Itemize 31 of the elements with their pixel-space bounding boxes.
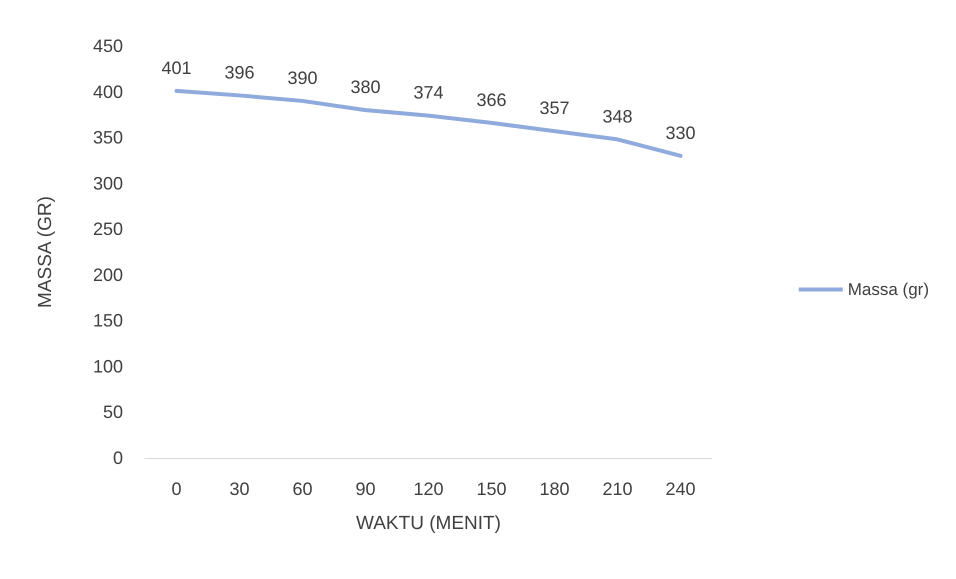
x-tick-label: 30: [229, 479, 250, 499]
data-label: 357: [539, 98, 570, 118]
x-tick-label: 150: [476, 479, 507, 499]
data-label: 330: [665, 122, 696, 143]
x-axis-title: WAKTU (MENIT): [356, 513, 501, 534]
x-tick-label: 90: [355, 479, 376, 499]
data-label: 380: [350, 77, 381, 98]
data-label: 348: [602, 106, 633, 126]
data-label: 390: [287, 68, 318, 88]
data-label: 401: [161, 58, 192, 78]
y-tick-label: 50: [102, 402, 123, 422]
x-tick-label: 120: [413, 479, 444, 499]
x-tick-label: 240: [665, 479, 696, 499]
y-tick-label: 100: [92, 356, 123, 376]
data-label: 374: [413, 82, 444, 103]
y-tick-label: 400: [92, 82, 123, 102]
data-label: 366: [476, 90, 507, 110]
y-tick-label: 350: [92, 128, 123, 148]
x-tick-label: 180: [539, 479, 570, 499]
x-tick-label: 210: [602, 479, 633, 499]
y-tick-label: 150: [92, 310, 123, 331]
y-tick-label: 0: [112, 448, 123, 468]
y-axis-title: MASSA (GR): [35, 196, 56, 308]
x-tick-label: 0: [171, 479, 182, 499]
y-tick-label: 250: [92, 219, 123, 240]
x-tick-label: 60: [292, 479, 313, 499]
y-tick-label: 300: [92, 173, 123, 194]
data-label: 396: [224, 62, 255, 82]
y-tick-label: 450: [92, 36, 123, 56]
legend-label: Massa (gr): [848, 280, 930, 299]
y-tick-label: 200: [92, 264, 123, 285]
